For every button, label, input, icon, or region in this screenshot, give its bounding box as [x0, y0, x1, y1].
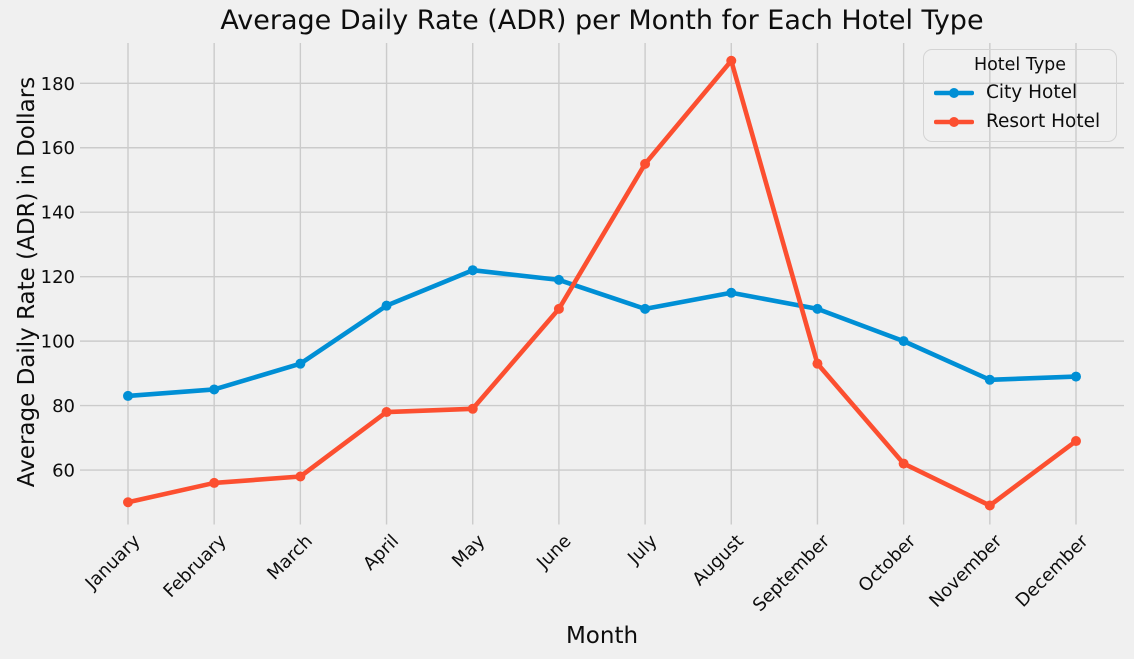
data-point-marker-resort-hotel: [123, 497, 133, 508]
data-point-marker-city-hotel: [984, 374, 995, 385]
data-point-marker-resort-hotel: [898, 458, 909, 469]
legend-item-resort-hotel: Resort Hotel: [934, 107, 1106, 136]
data-point-marker-city-hotel: [295, 358, 306, 369]
data-point-marker-resort-hotel: [640, 158, 651, 169]
x-axis-label: Month: [565, 623, 639, 649]
x-tick-label: February: [159, 530, 230, 601]
data-point-marker-city-hotel: [553, 274, 564, 285]
legend-label-city-hotel: City Hotel: [986, 82, 1078, 103]
y-tick-label: 100: [41, 332, 75, 353]
y-tick-label: 120: [41, 267, 75, 288]
data-point-marker-city-hotel: [123, 390, 133, 401]
x-tick-label: January: [81, 530, 145, 594]
data-point-marker-resort-hotel: [209, 477, 220, 488]
x-tick-label: July: [623, 530, 662, 569]
data-point-marker-resort-hotel: [812, 358, 823, 369]
x-tick-label: May: [448, 530, 489, 571]
data-point-marker-resort-hotel: [553, 303, 564, 314]
series-line-resort-hotel: [125, 58, 1079, 508]
x-tick-label: September: [749, 530, 835, 616]
data-point-marker-city-hotel: [812, 303, 823, 314]
x-tick-label: November: [925, 530, 1006, 611]
data-point-marker-city-hotel: [726, 287, 737, 298]
x-tick-label: December: [1012, 530, 1093, 611]
x-tick-label: March: [263, 531, 317, 585]
legend-title: Hotel Type: [973, 55, 1067, 75]
x-tick-label: June: [532, 531, 575, 574]
y-tick-label: 160: [41, 138, 75, 159]
y-tick-label: 180: [41, 74, 75, 95]
data-point-marker-city-hotel: [640, 303, 651, 314]
data-point-marker-resort-hotel: [381, 407, 392, 418]
data-point-marker-city-hotel: [898, 336, 909, 347]
y-axis-label: Average Daily Rate (ADR) in Dollars: [14, 76, 40, 488]
data-point-marker-city-hotel: [467, 265, 478, 276]
legend: Hotel Type City Hotel Resort Hotel: [923, 49, 1117, 142]
data-point-marker-city-hotel: [209, 384, 220, 395]
data-point-marker-resort-hotel: [467, 403, 478, 414]
y-tick-label: 60: [52, 461, 75, 482]
data-point-marker-city-hotel: [1071, 371, 1081, 382]
series-line-city-hotel: [125, 267, 1079, 399]
data-point-marker-resort-hotel: [726, 55, 737, 66]
resort-hotel-line-sample-icon: [934, 116, 974, 127]
y-tick-label: 80: [52, 396, 75, 417]
chart-title: Average Daily Rate (ADR) per Month for E…: [220, 5, 984, 36]
x-tick-label: August: [688, 531, 747, 590]
data-point-marker-city-hotel: [381, 300, 392, 311]
x-tick-label: October: [854, 530, 920, 596]
x-tick-label: April: [359, 531, 403, 575]
data-point-marker-resort-hotel: [1071, 436, 1081, 447]
city-hotel-line-sample-icon: [934, 87, 974, 98]
data-point-marker-resort-hotel: [984, 500, 995, 511]
y-tick-label: 140: [41, 203, 75, 224]
data-point-marker-resort-hotel: [295, 471, 306, 482]
legend-label-resort-hotel: Resort Hotel: [986, 111, 1101, 132]
legend-item-city-hotel: City Hotel: [934, 78, 1106, 107]
